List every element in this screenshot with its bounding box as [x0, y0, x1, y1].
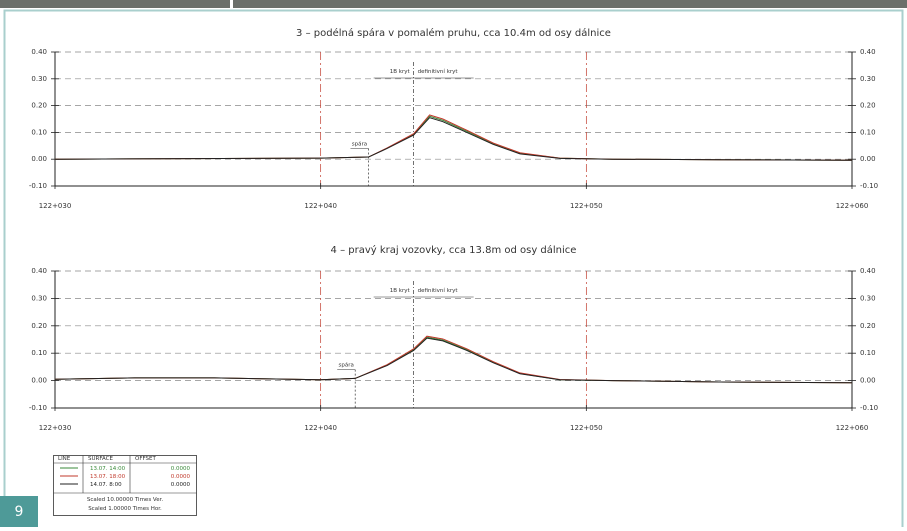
- y-tick-label: 0.30: [860, 294, 876, 302]
- y-tick-label: 0.30: [31, 75, 47, 83]
- y-tick-label: -0.10: [860, 404, 878, 412]
- divider-label: 1B kryt: [390, 69, 411, 75]
- legend-header: SURFACE: [88, 456, 114, 462]
- legend-surface: 13.07. 18:00: [90, 474, 126, 480]
- chart-title: 3 – podélná spára v pomalém pruhu, cca 1…: [296, 27, 611, 39]
- y-tick-label: -0.10: [860, 182, 878, 190]
- x-tick-label: 122+040: [304, 424, 337, 432]
- x-tick-label: 122+050: [570, 424, 603, 432]
- x-tick-label: 122+030: [39, 424, 72, 432]
- y-tick-label: 0.30: [860, 75, 876, 83]
- y-tick-label: 0.10: [860, 349, 876, 357]
- y-tick-label: 0.20: [31, 102, 47, 110]
- y-tick-label: 0.20: [860, 102, 876, 110]
- x-tick-label: 122+040: [304, 202, 337, 210]
- legend-offset: 0.0000: [171, 482, 191, 488]
- y-tick-label: 0.40: [860, 267, 876, 275]
- divider-label: definitivní kryt: [418, 68, 459, 75]
- y-tick-label: 0.40: [860, 48, 876, 56]
- photo-strip: [0, 0, 907, 8]
- legend: LINE SURFACE OFFSET Scaled 10.00000 Time…: [54, 456, 197, 516]
- legend-header: LINE: [58, 456, 71, 462]
- series-line: [55, 336, 852, 383]
- y-tick-label: 0.00: [31, 377, 47, 385]
- y-tick-label: 0.00: [860, 377, 876, 385]
- legend-header: OFFSET: [135, 456, 157, 462]
- photo-gap: [230, 0, 233, 8]
- legend-offset: 0.0000: [171, 474, 191, 480]
- annotation-label: spára: [339, 362, 354, 369]
- chart-title: 4 – pravý kraj vozovky, cca 13.8m od osy…: [331, 244, 577, 256]
- y-tick-label: 0.10: [31, 128, 47, 136]
- y-tick-label: 0.40: [31, 48, 47, 56]
- divider-label: 1B kryt: [390, 288, 411, 294]
- legend-note: Scaled 10.00000 Times Ver.: [87, 497, 164, 503]
- y-tick-label: 0.00: [31, 155, 47, 163]
- legend-offset: 0.0000: [171, 466, 191, 472]
- x-tick-label: 122+060: [836, 424, 869, 432]
- frame: [5, 11, 903, 528]
- figure: 9 LINE SURFACE OFFSET Scaled 10.00000 Ti…: [0, 0, 907, 527]
- series-line: [55, 115, 852, 160]
- y-tick-label: 0.20: [31, 322, 47, 330]
- divider-label: definitivní kryt: [418, 287, 459, 294]
- y-tick-label: 0.30: [31, 294, 47, 302]
- legend-surface: 14.07. 8:00: [90, 482, 122, 488]
- series-line: [55, 116, 852, 160]
- x-tick-label: 122+060: [836, 202, 869, 210]
- y-tick-label: 0.00: [860, 155, 876, 163]
- annotation-label: spára: [352, 140, 367, 147]
- series-line: [55, 338, 852, 383]
- y-tick-label: 0.20: [860, 322, 876, 330]
- legend-note: Scaled 1.00000 Times Hor.: [88, 506, 162, 512]
- y-tick-label: -0.10: [29, 404, 47, 412]
- y-tick-label: 0.40: [31, 267, 47, 275]
- y-tick-label: -0.10: [29, 182, 47, 190]
- x-tick-label: 122+030: [39, 202, 72, 210]
- legend-surface: 13.07. 14:00: [90, 466, 126, 472]
- x-tick-label: 122+050: [570, 202, 603, 210]
- y-tick-label: 0.10: [860, 128, 876, 136]
- figure-number: 9: [15, 504, 24, 520]
- y-tick-label: 0.10: [31, 349, 47, 357]
- series-line: [55, 337, 852, 382]
